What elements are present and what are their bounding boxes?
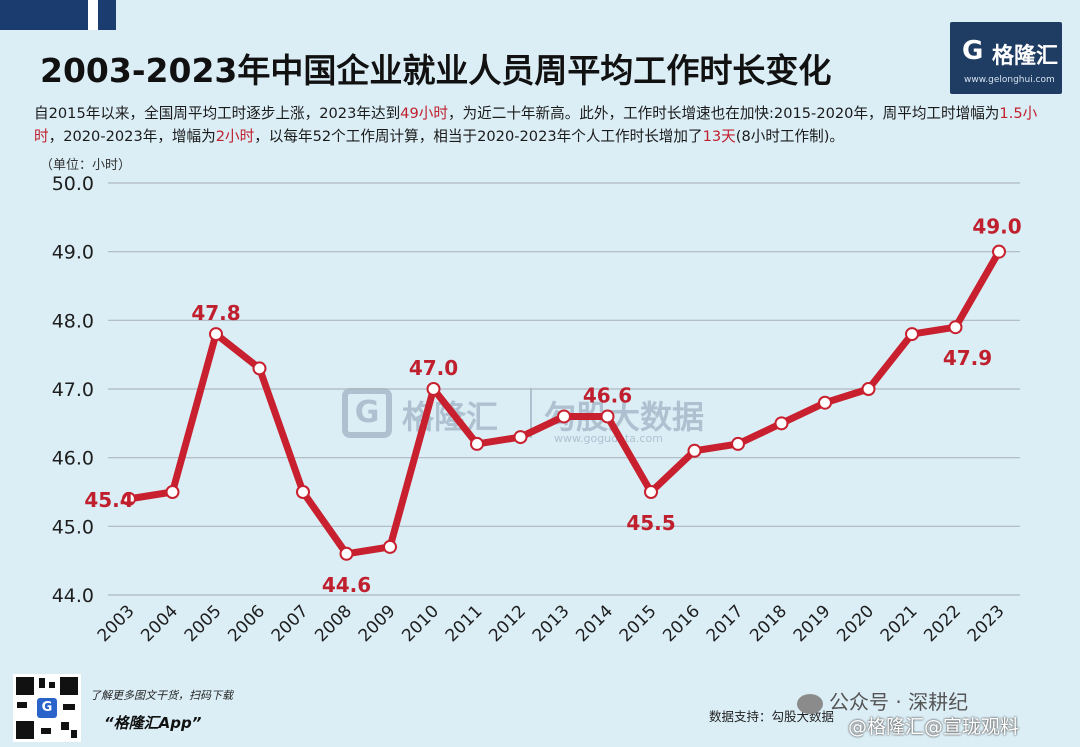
qr-logo-icon: G (37, 698, 57, 718)
summary-highlight: 13天 (702, 128, 736, 145)
data-point (948, 320, 963, 335)
data-point (426, 382, 441, 396)
summary-part: ，为近二十年新高。此外，工作时长增速也在加快:2015-2020年，周平均工时增… (447, 105, 1000, 122)
data-point (774, 416, 789, 431)
y-tick-label: 45.0 (52, 516, 94, 538)
watermark-separator (530, 388, 532, 438)
data-point (644, 485, 658, 499)
data-point (731, 436, 745, 451)
x-tick-label: 2020 (833, 601, 878, 646)
logo-url: www.gelonghui.com (964, 75, 1055, 85)
data-label: 47.0 (409, 356, 458, 380)
data-point (861, 382, 876, 396)
x-tick-label: 2012 (485, 601, 530, 646)
data-point (165, 485, 180, 499)
summary-part: ，以每年52个工作周计算，相当于2020-2023年个人工作时长增加了 (254, 128, 703, 145)
data-point (687, 443, 702, 458)
x-tick-label: 2022 (920, 601, 965, 646)
summary-text: 自2015年以来，全国周平均工时逐步上涨，2023年达到49小时，为近二十年新高… (34, 102, 1064, 148)
x-tick-label: 2006 (224, 601, 269, 646)
summary-part: ，2020-2023年，增幅为 (48, 128, 216, 145)
data-point (339, 546, 354, 561)
series-line (125, 248, 1003, 558)
data-point (818, 395, 832, 410)
x-tick-label: 2019 (790, 601, 835, 646)
watermark-logo-icon: G (342, 388, 392, 438)
summary-part: (8小时工作制)。 (735, 128, 844, 145)
y-tick-label: 49.0 (52, 242, 94, 264)
data-point (122, 491, 136, 506)
data-label: 45.5 (626, 511, 675, 535)
x-tick-label: 2023 (964, 601, 1009, 646)
unit-label: （单位：小时） (40, 158, 132, 173)
x-tick-label: 2004 (137, 601, 182, 646)
x-tick-label: 2007 (268, 601, 313, 646)
summary-highlight: 1.5小时 (34, 105, 1038, 145)
data-point (209, 327, 223, 342)
weibo-watermark: @格隆汇@宣珑观料 (848, 716, 1020, 738)
x-tick-label: 2003 (94, 601, 139, 646)
x-tick-label: 2017 (703, 601, 748, 646)
x-tick-label: 2009 (355, 601, 400, 646)
data-point (383, 539, 397, 554)
x-tick-label: 2014 (572, 601, 617, 646)
data-point (252, 361, 267, 376)
qr-code[interactable]: G (13, 674, 81, 742)
download-promo: 了解更多图文干货，扫码下载 (90, 689, 233, 702)
gelonghui-logo: G 格隆汇 www.gelonghui.com (950, 22, 1062, 94)
data-point (557, 409, 571, 424)
data-point (470, 436, 484, 451)
x-tick-label: 2013 (529, 601, 574, 646)
x-tick-label: 2021 (877, 601, 922, 646)
summary-part: 自2015年以来，全国周平均工时逐步上涨，2023年达到 (34, 105, 401, 122)
wechat-icon (797, 693, 823, 714)
x-tick-label: 2008 (311, 601, 356, 646)
y-tick-label: 50.0 (52, 173, 94, 195)
top-decoration-notch (88, 0, 98, 30)
logo-name: 格隆汇 (992, 44, 1059, 69)
data-label: 44.6 (322, 573, 371, 597)
y-tick-label: 47.0 (52, 379, 94, 401)
data-point (992, 244, 1006, 259)
data-point (296, 485, 310, 499)
y-tick-label: 44.0 (52, 585, 94, 607)
top-decoration-bar (0, 0, 116, 30)
x-tick-label: 2011 (442, 601, 487, 646)
watermark-url: www.gogudata.com (554, 432, 663, 445)
data-label: 45.4 (84, 488, 133, 512)
x-tick-label: 2016 (659, 601, 704, 646)
x-tick-label: 2010 (398, 601, 443, 646)
data-label: 47.9 (943, 346, 992, 370)
x-tick-label: 2005 (181, 601, 226, 646)
y-tick-label: 48.0 (52, 310, 94, 332)
y-tick-label: 46.0 (52, 448, 94, 470)
logo-mark-icon: G (962, 36, 984, 66)
data-point (513, 430, 528, 445)
data-label: 49.0 (972, 215, 1021, 239)
wechat-watermark: 公众号 · 深耕纪 (797, 686, 968, 715)
x-tick-label: 2018 (746, 601, 791, 646)
data-label: 46.6 (583, 383, 632, 407)
chart-title: 2003-2023年中国企业就业人员周平均工作时长变化 (40, 51, 832, 90)
data-point (600, 409, 615, 424)
app-name: “格隆汇App” (104, 714, 202, 732)
data-label: 47.8 (191, 301, 240, 325)
summary-highlight: 2小时 (215, 128, 255, 145)
summary-highlight: 49小时 (400, 105, 448, 122)
wechat-account: 公众号 · 深耕纪 (829, 690, 969, 714)
x-tick-label: 2015 (616, 601, 661, 646)
data-point (905, 327, 919, 342)
